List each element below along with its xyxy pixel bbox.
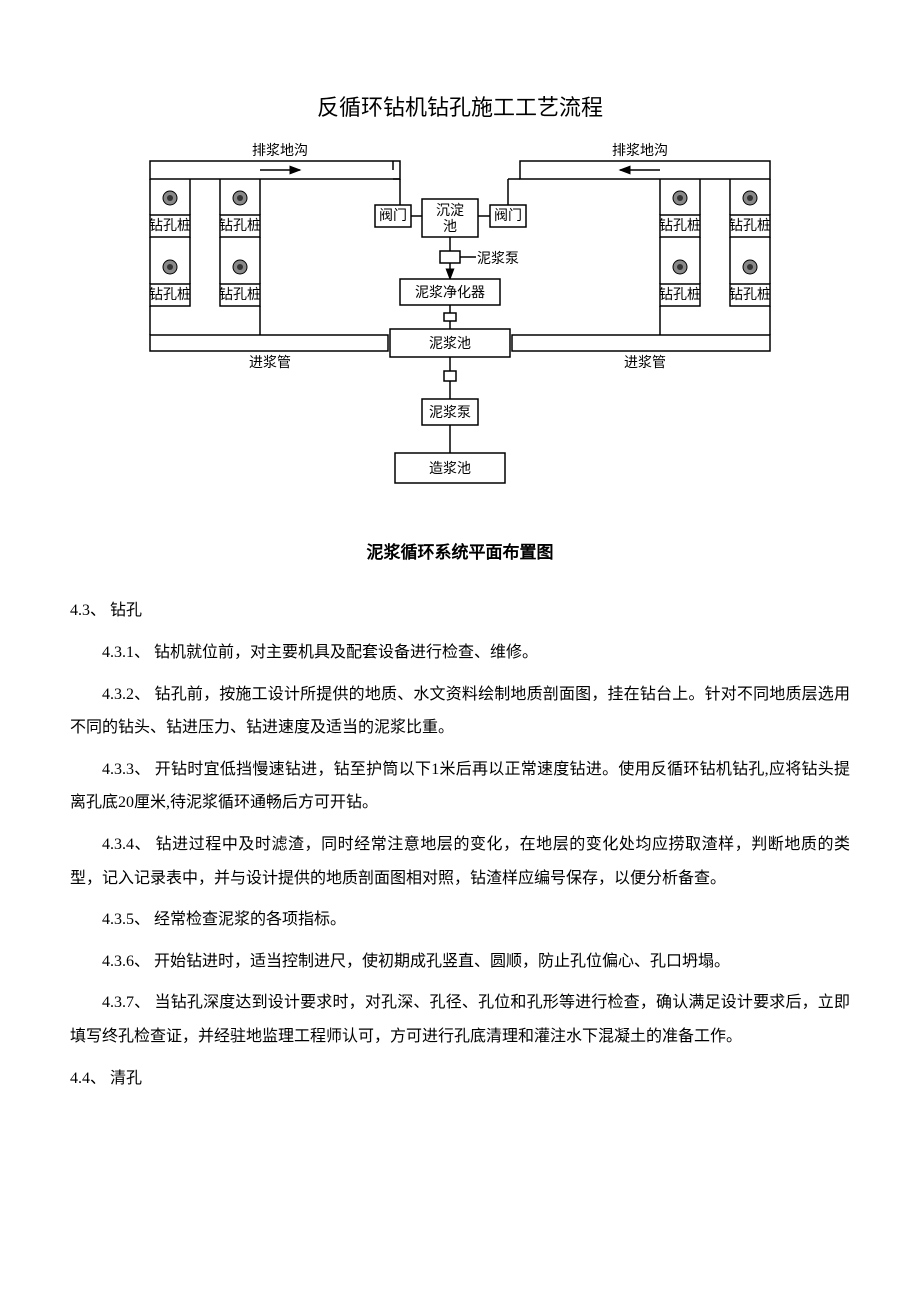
pile-r4: 钻孔桩 xyxy=(729,286,771,303)
sec-4-3-5: 4.3.5、 经常检查泥浆的各项指标。 xyxy=(70,903,850,937)
sec-4-3-1: 4.3.1、 钻机就位前，对主要机具及配套设备进行检查、维修。 xyxy=(70,636,850,670)
pile-l4: 钻孔桩 xyxy=(219,286,261,303)
feed-right: 进浆管 xyxy=(624,355,666,371)
mud-pump-1: 泥浆泵 xyxy=(477,251,519,267)
pile-l3: 钻孔桩 xyxy=(149,286,191,303)
diagram-caption: 泥浆循环系统平面布置图 xyxy=(70,539,850,566)
sec-4-3-6: 4.3.6、 开始钻进时，适当控制进尺，使初期成孔竖直、圆顺，防止孔位偏心、孔口… xyxy=(70,945,850,979)
making-pool-label: 造浆池 xyxy=(429,461,471,477)
body-text: 4.3、 钻孔 4.3.1、 钻机就位前，对主要机具及配套设备进行检查、维修。 … xyxy=(70,594,850,1095)
pile-r1: 钻孔桩 xyxy=(659,217,701,234)
valve-left: 阀门 xyxy=(379,208,407,224)
pile-r3: 钻孔桩 xyxy=(659,286,701,303)
svg-text:池: 池 xyxy=(443,219,457,235)
drain-left-label: 排浆地沟 xyxy=(252,143,308,159)
feed-left: 进浆管 xyxy=(249,355,291,371)
sec-4-3-3: 4.3.3、 开钻时宜低挡慢速钻进，钻至护筒以下1米后再以正常速度钻进。使用反循… xyxy=(70,753,850,820)
pile-l2: 钻孔桩 xyxy=(219,217,261,234)
sec-4-3-4: 4.3.4、 钻进过程中及时滤渣，同时经常注意地层的变化，在地层的变化处均应捞取… xyxy=(70,828,850,895)
mud-circulation-diagram: 排浆地沟 排浆地沟 钻孔桩 钻孔桩 钻孔桩 钻孔桩 钻孔桩 钻孔桩 钻孔桩 钻孔… xyxy=(140,139,780,529)
pile-r2: 钻孔桩 xyxy=(729,217,771,234)
mud-pump-2: 泥浆泵 xyxy=(429,405,471,421)
sec-4-4: 4.4、 清孔 xyxy=(70,1062,850,1096)
sec-4-3-7: 4.3.7、 当钻孔深度达到设计要求时，对孔深、孔径、孔位和孔形等进行检查，确认… xyxy=(70,986,850,1053)
diagram-container: 排浆地沟 排浆地沟 钻孔桩 钻孔桩 钻孔桩 钻孔桩 钻孔桩 钻孔桩 钻孔桩 钻孔… xyxy=(140,139,780,529)
purifier-label: 泥浆净化器 xyxy=(415,285,485,301)
sec-4-3-2: 4.3.2、 钻孔前，按施工设计所提供的地质、水文资料绘制地质剖面图，挂在钻台上… xyxy=(70,678,850,745)
sediment-pond-1: 沉淀 xyxy=(436,203,464,219)
pile-l1: 钻孔桩 xyxy=(149,217,191,234)
drain-right-label: 排浆地沟 xyxy=(612,143,668,159)
valve-right: 阀门 xyxy=(494,208,522,224)
sec-4-3: 4.3、 钻孔 xyxy=(70,594,850,628)
mud-pool-label: 泥浆池 xyxy=(429,336,471,352)
page-title: 反循环钻机钻孔施工工艺流程 xyxy=(70,90,850,125)
